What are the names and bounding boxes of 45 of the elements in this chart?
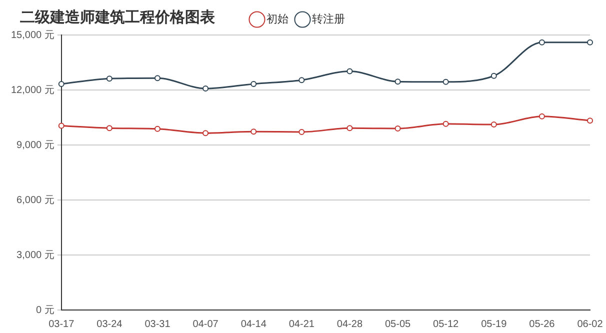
point [106, 76, 112, 82]
y-tick-label: 6,000 元 [16, 194, 54, 206]
point [298, 128, 305, 135]
x-tick-label: 03-17 [48, 318, 75, 330]
x-tick-label: 04-07 [192, 318, 219, 330]
y-tick-label: 3,000 元 [16, 250, 54, 261]
chart-title: 二级建造师建筑工程价格图表 [20, 8, 215, 27]
x-tick-label: 04-14 [240, 318, 267, 330]
point [538, 39, 545, 46]
legend-label: 初始 [266, 12, 288, 26]
point [298, 77, 305, 84]
y-tick-label: 12,000 元 [10, 84, 54, 96]
x-tick-label: 05-19 [481, 318, 508, 330]
x-tick-label: 05-26 [529, 318, 556, 330]
x-tick-label: 03-31 [144, 318, 171, 330]
point [106, 125, 112, 132]
point [250, 128, 257, 135]
point [538, 113, 545, 120]
x-tick-label: 06-02 [577, 318, 604, 330]
point [346, 125, 353, 132]
point [394, 126, 401, 132]
point [587, 118, 593, 124]
x-tick-label: 03-24 [96, 318, 123, 330]
point [202, 86, 209, 92]
point [587, 39, 593, 46]
x-tick-label: 05-05 [384, 318, 411, 330]
point [346, 68, 353, 74]
point [490, 72, 497, 79]
point [58, 80, 64, 87]
point [58, 122, 64, 129]
x-tick-label: 04-28 [336, 318, 363, 330]
point [394, 78, 401, 85]
y-tick-label: 15,000 元 [10, 30, 54, 41]
point [490, 121, 497, 128]
point [442, 120, 449, 127]
x-tick-label: 04-21 [288, 318, 315, 330]
point [250, 80, 257, 87]
point [442, 78, 449, 85]
x-tick-label: 05-12 [433, 318, 460, 330]
point [202, 130, 209, 136]
point [154, 75, 160, 82]
legend-label: 转注册 [312, 12, 345, 26]
point [154, 126, 160, 132]
y-tick-label: 9,000 元 [16, 140, 54, 151]
y-tick-label: 0 元 [36, 304, 54, 316]
